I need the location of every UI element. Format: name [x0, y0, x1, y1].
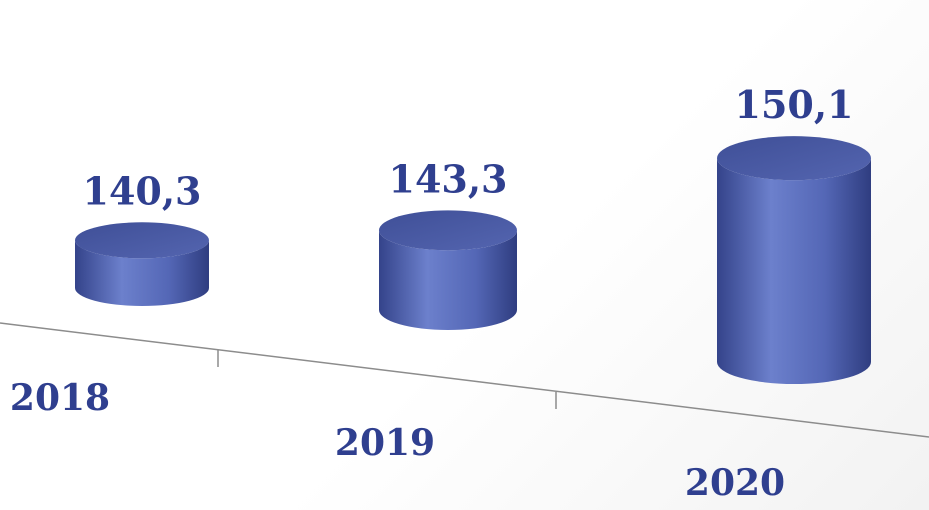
x-axis-line	[0, 322, 929, 438]
category-label: 2018	[10, 377, 110, 419]
category-label: 2019	[335, 422, 435, 464]
bar-top-2018	[75, 222, 209, 259]
bar-2018	[75, 240, 209, 306]
value-labels-group: 140,3 143,3 150,1	[83, 82, 854, 213]
category-label: 2020	[685, 462, 785, 504]
value-label: 140,3	[83, 168, 202, 213]
bar-2020	[717, 158, 871, 384]
value-label: 150,1	[735, 82, 854, 127]
value-label: 143,3	[389, 156, 508, 201]
bar-top-2019	[379, 210, 517, 251]
bars-group	[75, 136, 871, 384]
bar-top-2020	[717, 136, 871, 181]
category-labels-group: 2018 2019 2020	[10, 377, 785, 504]
bar-2019	[379, 230, 517, 330]
